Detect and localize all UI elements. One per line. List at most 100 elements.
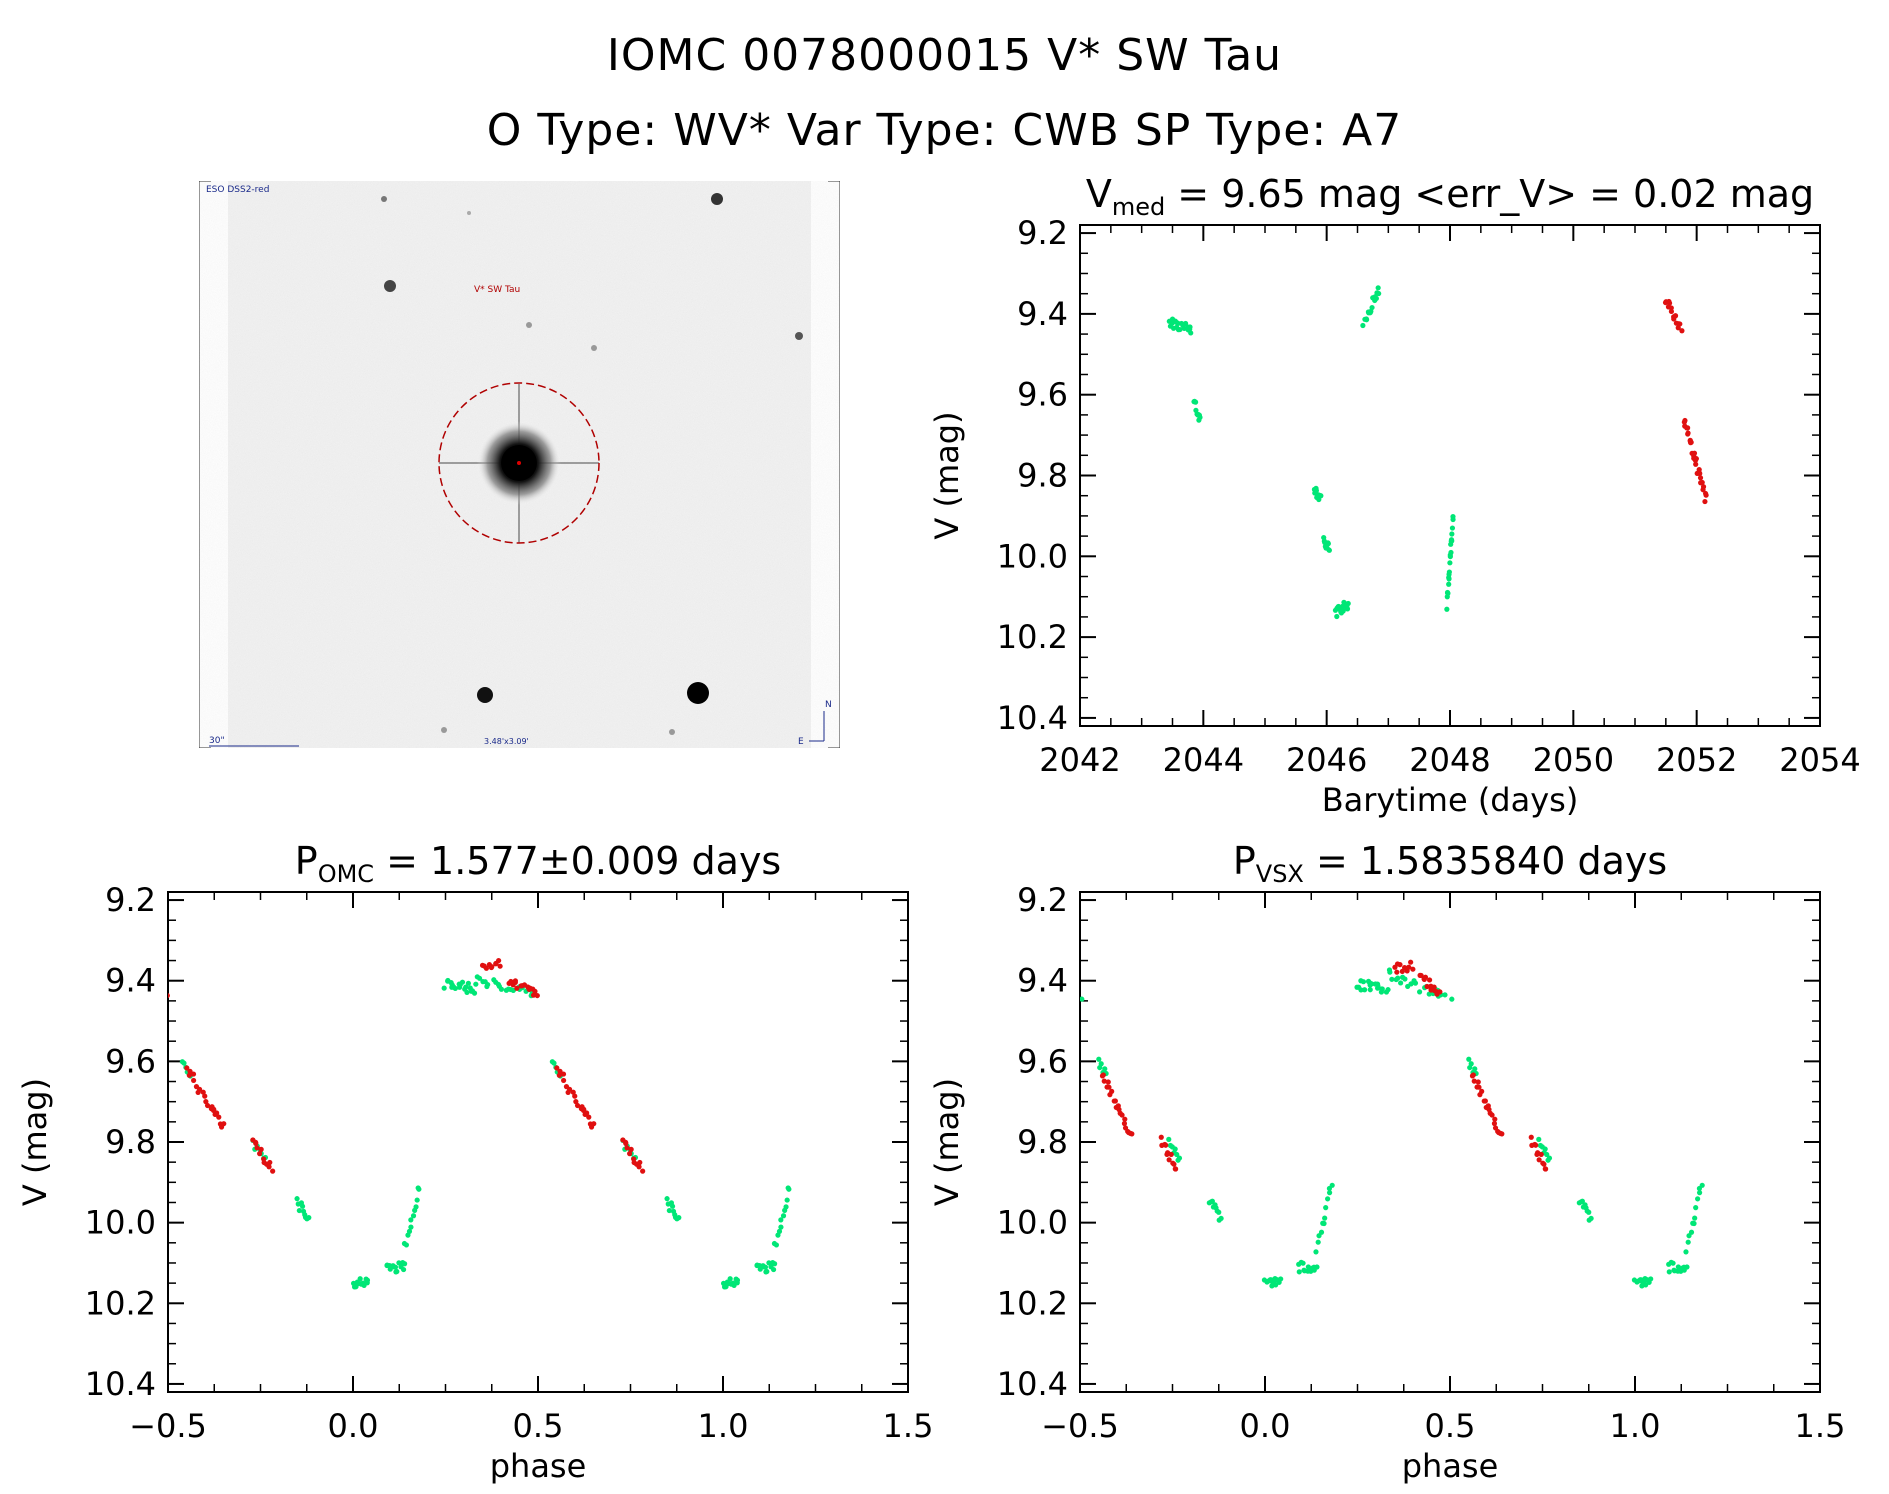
red-point <box>1408 959 1414 965</box>
green-point <box>1449 996 1455 1002</box>
green-point <box>1683 1249 1689 1255</box>
red-point <box>211 1106 217 1113</box>
green-point <box>476 975 483 981</box>
target-label: V* SW Tau <box>474 285 520 295</box>
green-point <box>1369 981 1375 987</box>
green-point <box>669 1203 676 1209</box>
green-point <box>1340 608 1346 614</box>
green-point <box>1426 991 1432 997</box>
green-point <box>1693 1205 1699 1211</box>
y-tick-label: 10.2 <box>997 1284 1068 1322</box>
green-point <box>1416 989 1423 995</box>
chart-2: PVSX = 1.5835840 days −0.5 0.0 0.5 1.0 1.5 9.2… <box>928 839 1845 1485</box>
red-point <box>1697 475 1704 481</box>
green-point <box>1216 1209 1222 1215</box>
green-point <box>1449 538 1455 544</box>
red-point <box>1112 1098 1118 1104</box>
red-point <box>570 1089 576 1095</box>
y-tick-label: 9.2 <box>105 881 156 919</box>
green-point <box>1313 1249 1319 1255</box>
green-point <box>465 980 472 986</box>
green-point <box>1688 1229 1695 1235</box>
red-point <box>162 989 167 994</box>
green-point <box>773 1242 780 1248</box>
data-points <box>161 957 792 1290</box>
green-point <box>1393 976 1399 983</box>
green-point <box>1446 581 1452 587</box>
green-point <box>776 1228 783 1234</box>
green-point <box>664 1196 670 1202</box>
red-point <box>1482 1098 1488 1104</box>
y-axis-label: V (mag) <box>928 411 966 539</box>
y-tick-label: 9.8 <box>105 1123 156 1161</box>
y-tick-label: 10.4 <box>997 1365 1068 1403</box>
red-point <box>221 1121 227 1127</box>
green-point <box>1402 976 1408 982</box>
green-point <box>1321 1220 1327 1227</box>
green-point <box>357 1276 363 1282</box>
green-point <box>1695 1196 1701 1202</box>
red-point <box>216 1114 222 1120</box>
red-point <box>561 1077 567 1084</box>
y-tick-label: 10.0 <box>997 1204 1068 1242</box>
x-tick-label: 1.5 <box>883 1407 934 1445</box>
green-point <box>1685 1239 1691 1245</box>
x-tick-label: 2044 <box>1163 741 1244 779</box>
green-point <box>410 1213 417 1219</box>
red-point <box>1406 964 1412 970</box>
red-point <box>204 1102 211 1109</box>
green-point <box>1449 531 1455 537</box>
red-point <box>1397 962 1403 968</box>
red-point <box>1173 1166 1179 1172</box>
red-point <box>1106 1084 1112 1090</box>
red-point <box>1697 470 1703 477</box>
green-point <box>1449 525 1456 531</box>
y-tick-label: 10.4 <box>997 699 1068 737</box>
scale-label: 30" <box>209 736 225 746</box>
green-point <box>786 1186 792 1192</box>
green-point <box>780 1213 787 1219</box>
green-point <box>1072 992 1077 997</box>
chart-title: POMC = 1.577±0.009 days <box>295 839 781 888</box>
green-point <box>1177 326 1183 333</box>
green-point <box>456 984 463 990</box>
red-point <box>161 993 166 998</box>
red-point <box>258 1146 264 1152</box>
red-point <box>637 1159 643 1166</box>
green-point <box>1080 996 1085 1002</box>
green-point <box>416 1186 422 1192</box>
green-point <box>1412 980 1419 986</box>
y-tick-label: 10.4 <box>85 1365 156 1403</box>
green-point <box>1536 1136 1542 1142</box>
y-tick-label: 9.6 <box>105 1042 156 1080</box>
green-point <box>387 1266 393 1272</box>
plot-frame <box>1079 224 1821 727</box>
red-point <box>1101 1078 1107 1084</box>
finder-svg: ESO DSS2-red V* SW Tau 30" 3.48'x3.09' N… <box>198 180 841 749</box>
x-tick-label: 2050 <box>1533 741 1614 779</box>
green-point <box>1296 1269 1302 1275</box>
red-point <box>560 1071 567 1077</box>
green-point <box>1096 1056 1102 1062</box>
green-point <box>306 1215 312 1221</box>
y-tick-label: 10.2 <box>997 618 1068 656</box>
green-point <box>498 986 505 992</box>
green-point <box>1192 399 1199 405</box>
red-point <box>624 1145 630 1151</box>
red-point <box>1410 966 1416 972</box>
red-point <box>1168 1151 1174 1157</box>
green-point <box>766 1260 772 1266</box>
green-point <box>495 981 502 988</box>
red-point <box>1533 1142 1539 1148</box>
plot-frame <box>1079 891 1821 1393</box>
green-point <box>784 1197 790 1203</box>
title-sub: OMC <box>318 860 374 888</box>
red-point <box>186 1072 192 1078</box>
red-point <box>574 1102 581 1109</box>
title-sub: med <box>1112 193 1165 221</box>
green-point <box>294 1196 300 1202</box>
green-point <box>1375 983 1381 989</box>
green-point <box>734 1277 741 1283</box>
red-point <box>1679 328 1685 334</box>
green-point <box>1696 1190 1703 1196</box>
